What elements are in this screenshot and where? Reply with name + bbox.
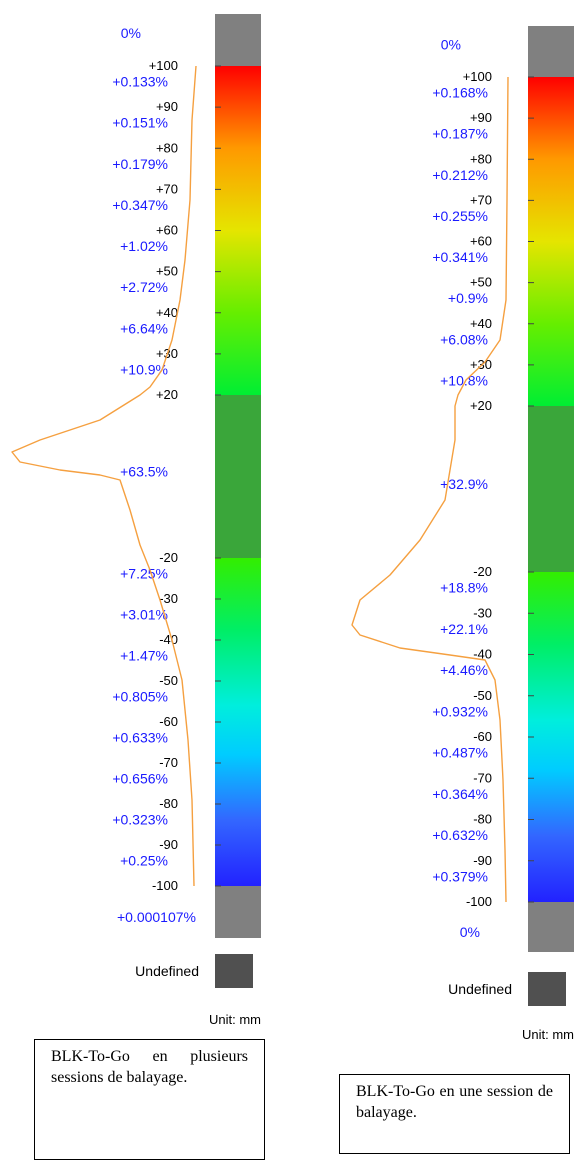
bin-percent-label: +10.9% (120, 361, 168, 377)
colorbar-bottom-undefined-band (528, 902, 574, 952)
bin-percent-label: +63.5% (120, 464, 168, 480)
tick-label: +60 (470, 234, 492, 249)
tick-label: -30 (159, 591, 178, 606)
colorbar-negative-band (528, 572, 574, 902)
distribution-curve (11, 65, 197, 887)
chart-single-session: +100 +90 +80 +70 +60 +50 +40 +30 +20 -20 -30 -40 -50… (351, 26, 574, 1042)
caption-text: BLK-To-Go en une session de balayage. (356, 1083, 553, 1121)
tick-label: -30 (473, 605, 492, 620)
bottom-percent-label: 0% (460, 924, 480, 940)
bin-percent-label: +0.168% (432, 85, 488, 101)
bin-percent-label: +0.805% (112, 689, 168, 705)
bin-percent-label: +0.187% (432, 126, 488, 142)
undefined-swatch (528, 972, 566, 1006)
bin-percent-label: +0.364% (432, 786, 488, 802)
bin-percent-label: +4.46% (440, 662, 488, 678)
caption-single-session: BLK-To-Go en une session de balayage. (339, 1074, 570, 1154)
bin-percent-label: +1.02% (120, 238, 168, 254)
tick-label: -100 (152, 878, 178, 893)
top-percent-label: 0% (441, 37, 461, 53)
colorbar-bottom-undefined-band (215, 886, 261, 938)
caption-text: BLK-To-Go en plusieurs sessions de balay… (51, 1048, 248, 1086)
top-percent-label: 0% (121, 25, 141, 41)
tick-label: -90 (473, 853, 492, 868)
undefined-swatch (215, 954, 253, 988)
bin-percent-label: +0.341% (432, 249, 488, 265)
tick-label: -50 (159, 673, 178, 688)
unit-label: Unit: mm (522, 1027, 574, 1042)
tick-label: +80 (156, 140, 178, 155)
tick-label: +40 (470, 316, 492, 331)
tick-label: +100 (149, 58, 178, 73)
bin-percent-label: +3.01% (120, 607, 168, 623)
undefined-label: Undefined (448, 981, 512, 997)
bin-percent-label: +0.25% (120, 853, 168, 869)
bin-percent-label: +0.932% (432, 703, 488, 719)
bin-percent-label: +10.8% (440, 372, 488, 388)
tick-label: +40 (156, 305, 178, 320)
tick-label: -60 (159, 714, 178, 729)
tick-label: +70 (470, 192, 492, 207)
colorbar-top-undefined-band (215, 14, 261, 66)
colorbar-top-undefined-band (528, 26, 574, 77)
bin-percent-label: +0.255% (432, 208, 488, 224)
tick-label: +50 (156, 264, 178, 279)
tick-label: -20 (473, 564, 492, 579)
bin-percent-label: +7.25% (120, 566, 168, 582)
bin-percent-label: +6.08% (440, 331, 488, 347)
tick-label: +30 (470, 357, 492, 372)
tick-label: -100 (466, 894, 492, 909)
colorbar-negative-band (215, 558, 261, 886)
tick-label: +70 (156, 181, 178, 196)
bin-percent-label: +0.347% (112, 197, 168, 213)
tick-label: +100 (463, 69, 492, 84)
bin-percent-label: +2.72% (120, 279, 168, 295)
bin-percent-label: +0.212% (432, 167, 488, 183)
bin-percent-label: +0.379% (432, 868, 488, 884)
tick-label: +80 (470, 151, 492, 166)
colorbar-positive-band (215, 66, 261, 395)
bin-percent-label: +0.179% (112, 156, 168, 172)
bin-percent-label: +0.487% (432, 745, 488, 761)
colorbar-tolerance-band (215, 395, 261, 558)
bin-percent-label: +0.656% (112, 771, 168, 787)
distribution-curve (351, 76, 509, 903)
tick-label: +90 (156, 99, 178, 114)
bottom-percent-label: +0.000107% (117, 909, 196, 925)
tick-label: -90 (159, 837, 178, 852)
tick-label: -50 (473, 688, 492, 703)
bin-percent-label: +22.1% (440, 621, 488, 637)
tick-label: -70 (159, 755, 178, 770)
tick-label: +90 (470, 110, 492, 125)
tick-label: -80 (159, 796, 178, 811)
tick-label: -70 (473, 770, 492, 785)
tick-label: +20 (156, 387, 178, 402)
tick-label: -40 (473, 647, 492, 662)
tick-label: -80 (473, 812, 492, 827)
caption-multi-session: BLK-To-Go en plusieurs sessions de balay… (34, 1039, 265, 1160)
bin-percent-label: +0.633% (112, 730, 168, 746)
bin-percent-label: +0.151% (112, 115, 168, 131)
chart-multi-session: +100+90+80+70+60+50+40+30+20-20-30-40-50… (11, 14, 261, 1027)
colorbar-tolerance-band (528, 406, 574, 572)
bin-percent-label: +0.632% (432, 827, 488, 843)
tick-label: +60 (156, 223, 178, 238)
tick-label: -20 (159, 550, 178, 565)
bin-percent-label: +18.8% (440, 580, 488, 596)
tick-label: -40 (159, 632, 178, 647)
bin-percent-label: +0.9% (448, 290, 488, 306)
tick-label: +50 (470, 275, 492, 290)
colorbar-positive-band (528, 77, 574, 406)
bin-percent-label: +0.323% (112, 812, 168, 828)
undefined-label: Undefined (135, 963, 199, 979)
bin-percent-label: +0.133% (112, 74, 168, 90)
bin-percent-label: +1.47% (120, 648, 168, 664)
tick-label: -60 (473, 729, 492, 744)
unit-label: Unit: mm (209, 1012, 261, 1027)
tick-label: +20 (470, 398, 492, 413)
bin-percent-label: +6.64% (120, 320, 168, 336)
bin-percent-label: +32.9% (440, 476, 488, 492)
